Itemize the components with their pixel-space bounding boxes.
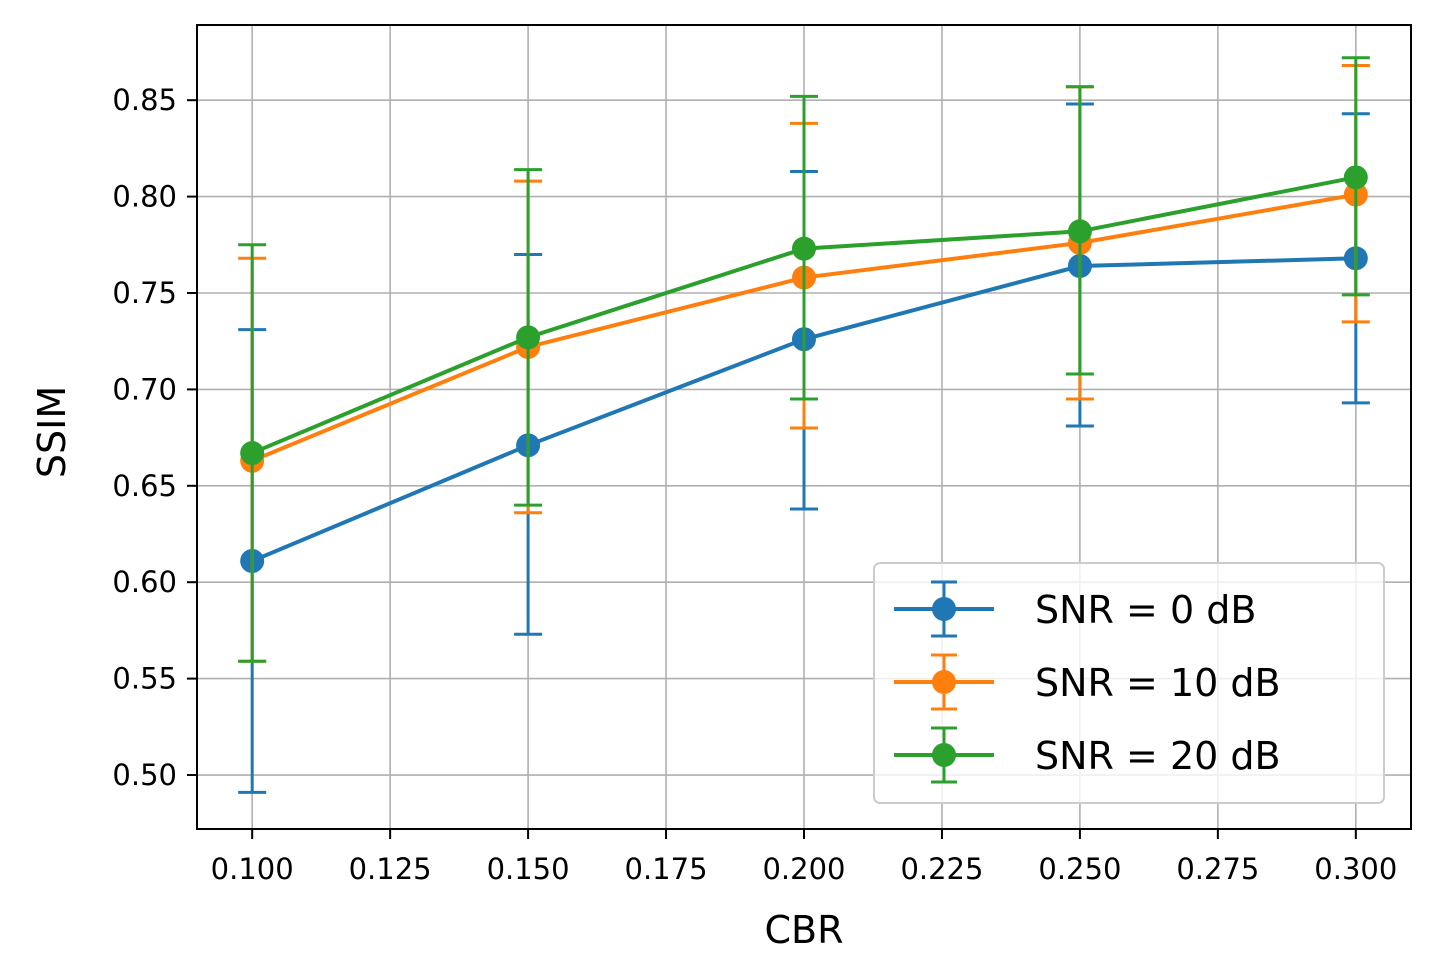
x-tick-label: 0.300 [1314, 852, 1397, 886]
y-tick-label: 0.65 [112, 469, 177, 503]
y-tick-label: 0.70 [112, 372, 177, 406]
legend: SNR = 0 dB SNR = 10 dB SNR = 20 dB [873, 562, 1385, 804]
y-axis-label: SSIM [30, 386, 74, 478]
series-3 [238, 56, 1370, 663]
y-tick-label: 0.85 [112, 83, 177, 117]
legend-label: SNR = 20 dB [1035, 734, 1281, 778]
y-tick-label: 0.80 [112, 180, 177, 214]
y-tick-label: 0.55 [112, 662, 177, 696]
data-point [792, 236, 816, 261]
data-point [240, 441, 265, 466]
legend-entry-1: SNR = 0 dB [894, 580, 1256, 638]
legend-entry-3: SNR = 20 dB [894, 726, 1281, 784]
series-layer [238, 56, 1370, 794]
y-tick-label: 0.75 [112, 276, 177, 310]
x-tick-label: 0.150 [487, 852, 570, 886]
x-tick-label: 0.250 [1038, 852, 1121, 886]
x-tick-label: 0.275 [1176, 852, 1259, 886]
x-axis-ticks: 0.100 0.125 0.150 0.175 0.200 0.225 0.250 0.275… [211, 829, 1397, 886]
legend-marker [932, 670, 956, 694]
x-tick-label: 0.225 [900, 852, 983, 886]
y-tick-label: 0.60 [112, 565, 177, 599]
legend-label: SNR = 10 dB [1035, 661, 1281, 705]
legend-marker [932, 597, 956, 621]
x-tick-label: 0.175 [625, 852, 708, 886]
legend-marker [932, 743, 956, 767]
legend-entry-2: SNR = 10 dB [894, 653, 1281, 711]
x-tick-label: 0.200 [762, 852, 845, 886]
legend-box [873, 562, 1385, 804]
data-point [516, 325, 541, 350]
data-point [1343, 165, 1368, 190]
data-point [1067, 219, 1092, 244]
y-tick-label: 0.50 [112, 758, 177, 792]
x-tick-label: 0.125 [349, 852, 432, 886]
x-tick-label: 0.100 [211, 852, 294, 886]
y-axis-ticks: 0.50 0.55 0.60 0.65 0.70 0.75 0.80 0.85 [112, 83, 197, 792]
legend-label: SNR = 0 dB [1035, 588, 1256, 632]
x-axis-label: CBR [764, 908, 843, 952]
